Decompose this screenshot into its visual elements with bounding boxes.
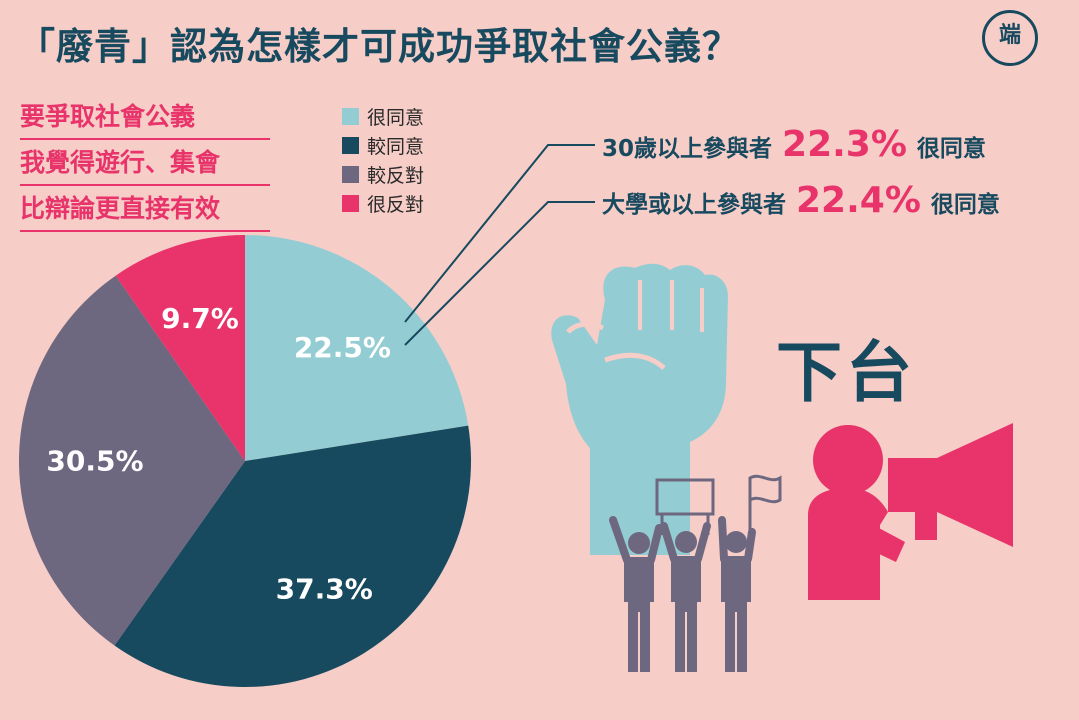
question-line-2: 我覺得遊行、集會 [20,148,221,177]
pie-value-label: 9.7% [161,302,239,335]
callout-category: 很同意 [916,136,986,162]
question-line-1: 要爭取社會公義 [20,102,196,131]
pie-slice-strongly-agree [245,235,469,461]
callout-value: 22.3% [782,124,907,165]
callout-leader-line-2 [404,201,595,346]
legend-item-strongly-disagree: 很反對 [342,189,424,218]
legend-swatch [342,108,359,125]
legend-swatch [342,137,359,154]
chart-legend: 很同意 較同意 較反對 很反對 [342,102,424,218]
pie-chart: 22.5% 37.3% 30.5% 9.7% [19,235,472,687]
legend-label: 較反對 [367,165,425,187]
raised-fist-icon [551,263,728,555]
legend-item-agree: 較同意 [342,131,424,160]
pie-value-label: 30.5% [46,445,143,478]
question-line-3: 比辯論更直接有效 [20,194,221,223]
legend-item-disagree: 較反對 [342,160,424,189]
legend-item-strongly-agree: 很同意 [342,102,424,131]
pie-slice-strongly-disagree [115,235,245,461]
legend-label: 很反對 [367,194,425,216]
question-underline-2 [20,184,270,186]
pie-value-label: 22.5% [294,331,391,364]
page-title: 「廢青」認為怎樣才可成功爭取社會公義？ [18,25,740,68]
pie-slice-agree [114,425,472,687]
callout-group: 30歲以上參與者 [602,136,773,162]
question-underline-1 [20,138,270,140]
protesters-icon [609,474,782,672]
legend-swatch [342,166,359,183]
question-underline-3 [20,230,270,232]
callout-leader-line-1 [404,144,595,323]
callout-group: 大學或以上參與者 [602,192,786,218]
callout-over-30: 30歲以上參與者 22.3% 很同意 [602,124,986,165]
protest-flag-icon [748,474,782,504]
initium-logo-icon: 端 [982,10,1038,66]
logo-text: 端 [998,23,1021,48]
legend-label: 很同意 [367,107,425,129]
protest-sign-icon [655,478,715,516]
legend-label: 較同意 [367,136,425,158]
callout-university: 大學或以上參與者 22.4% 很同意 [602,180,1000,221]
callout-value: 22.4% [796,180,921,221]
megaphone-speaker-icon [808,423,1013,600]
callout-category: 很同意 [930,192,1000,218]
pie-slice-disagree [19,275,245,646]
pie-value-label: 37.3% [276,572,373,605]
legend-swatch [342,195,359,212]
slogan-text: 下台 [776,334,916,411]
survey-question: 要爭取社會公義 我覺得遊行、集會 比辯論更直接有效 [20,98,270,236]
